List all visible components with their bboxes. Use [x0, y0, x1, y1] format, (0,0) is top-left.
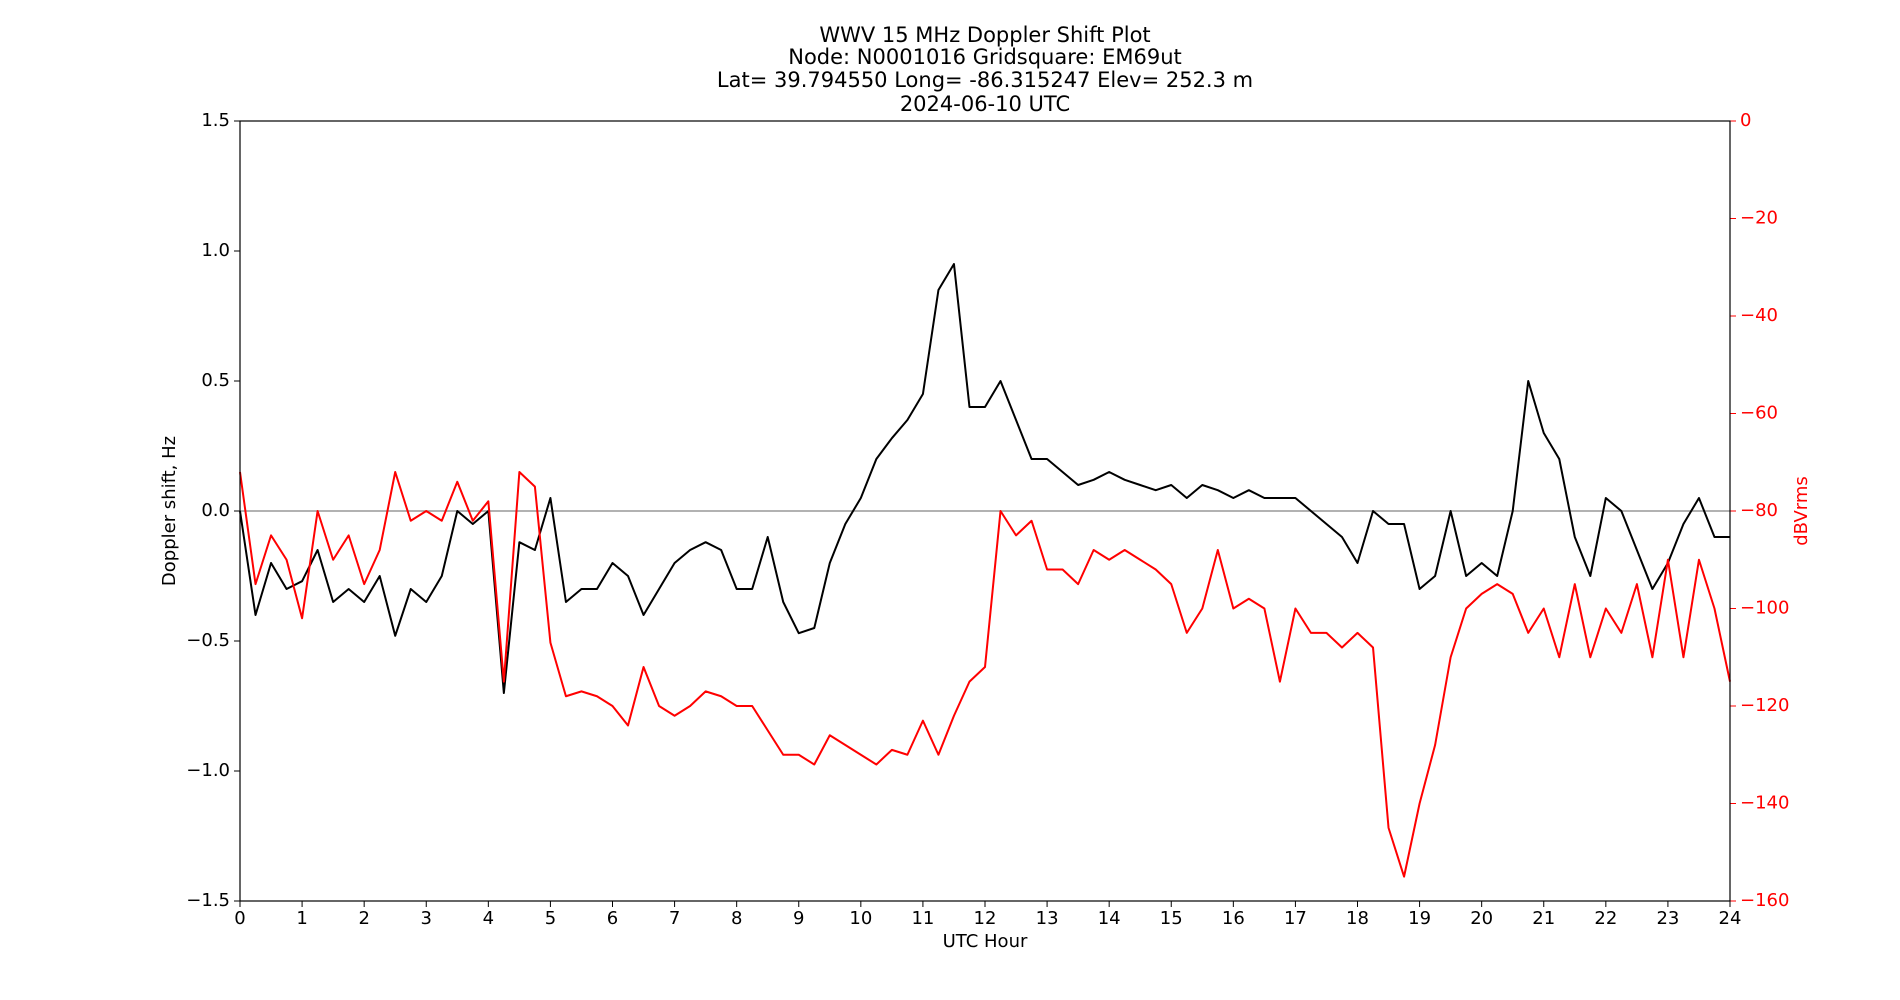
x-tick-label: 7	[669, 908, 680, 929]
y-tick-label: 0.0	[201, 500, 230, 521]
chart-subtitle: Node: N0001016 Gridsquare: EM69ut	[788, 45, 1181, 69]
x-tick-label: 19	[1408, 908, 1431, 929]
x-tick-label: 0	[234, 908, 245, 929]
x-tick-label: 8	[731, 908, 742, 929]
y-tick-label: −1.0	[186, 760, 230, 781]
chart-title: WWV 15 MHz Doppler Shift Plot	[819, 23, 1150, 47]
y-axis-label: Doppler shift, Hz	[159, 436, 180, 586]
x-tick-label: 12	[974, 908, 997, 929]
x-tick-label: 5	[545, 908, 556, 929]
y-tick-label: 0.5	[201, 370, 230, 391]
x-tick-label: 24	[1719, 908, 1742, 929]
y-tick-label: 1.5	[201, 110, 230, 131]
x-axis-label: UTC Hour	[943, 931, 1028, 952]
y-tick-label: −0.5	[186, 630, 230, 651]
x-tick-label: 9	[793, 908, 804, 929]
x-tick-label: 4	[483, 908, 494, 929]
x-tick-label: 18	[1346, 908, 1369, 929]
x-tick-label: 21	[1532, 908, 1555, 929]
x-tick-label: 17	[1284, 908, 1307, 929]
chart-subtitle: Lat= 39.794550 Long= -86.315247 Elev= 25…	[717, 68, 1253, 92]
chart-subtitle: 2024-06-10 UTC	[900, 92, 1070, 116]
x-tick-label: 22	[1594, 908, 1617, 929]
y2-tick-label: −160	[1740, 890, 1789, 911]
y2-tick-label: −40	[1740, 305, 1778, 326]
y2-tick-label: −140	[1740, 793, 1789, 814]
x-tick-label: 16	[1222, 908, 1245, 929]
x-tick-label: 6	[607, 908, 618, 929]
x-tick-label: 14	[1098, 908, 1121, 929]
y2-tick-label: −60	[1740, 403, 1778, 424]
data-line	[239, 471, 1731, 878]
data-line	[239, 263, 1730, 694]
y2-tick-label: −20	[1740, 208, 1778, 229]
y-tick-label: −1.5	[186, 890, 230, 911]
x-tick-label: 11	[911, 908, 934, 929]
y2-axis-label: dBVrms	[1791, 476, 1812, 546]
x-tick-label: 1	[296, 908, 307, 929]
y2-tick-label: −100	[1740, 598, 1789, 619]
x-tick-label: 2	[358, 908, 369, 929]
y2-tick-label: 0	[1740, 110, 1751, 131]
x-tick-label: 13	[1036, 908, 1059, 929]
plot-frame	[239, 120, 1731, 902]
x-tick-label: 10	[849, 908, 872, 929]
y2-tick-label: −120	[1740, 695, 1789, 716]
y-tick-label: 1.0	[201, 240, 230, 261]
y2-tick-label: −80	[1740, 500, 1778, 521]
x-tick-label: 15	[1160, 908, 1183, 929]
x-tick-label: 23	[1656, 908, 1679, 929]
x-tick-label: 3	[421, 908, 432, 929]
x-tick-label: 20	[1470, 908, 1493, 929]
